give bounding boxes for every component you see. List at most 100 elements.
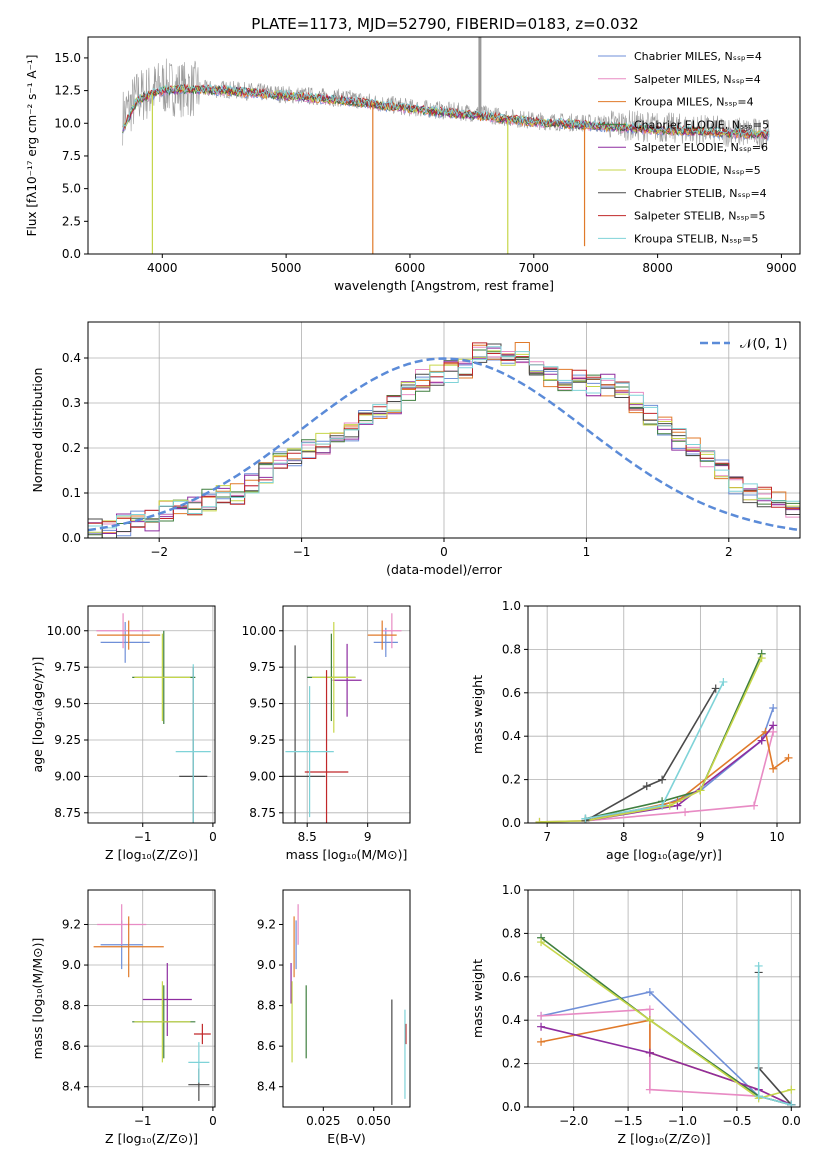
weight-line-5 — [540, 941, 792, 1100]
weight-marker — [787, 1100, 796, 1107]
panel-mass_vs_ebv: 0.025 0.050 8.4 8.6 8.8 9.0 9.2 E(B-V) — [257, 889, 411, 1146]
y-tick-label: 0.2 — [62, 441, 81, 455]
legend-entry: Chabrier STELIB, Nₛₛₚ=4 — [634, 187, 767, 200]
weight-line-8 — [757, 966, 792, 1106]
y-tick-label: 15.0 — [54, 51, 81, 65]
x-tick-label: 9 — [697, 830, 705, 844]
plot-area-age_vs_mass — [283, 613, 402, 823]
x-tick-label: 10 — [769, 830, 784, 844]
weight-line-6 — [757, 972, 792, 1106]
y-tick-label: 9.0 — [257, 958, 276, 972]
weight-line-2 — [585, 730, 789, 822]
plot-area-weight_vs_age — [535, 649, 793, 823]
weight-marker — [642, 782, 651, 791]
weight-line-4 — [540, 1025, 792, 1106]
y-tick-label: 8.6 — [257, 1039, 276, 1053]
y-tick-label: 0.0 — [502, 816, 521, 830]
y-tick-label: 0.0 — [502, 1100, 521, 1114]
axes-frame — [282, 605, 411, 824]
axes-frame — [87, 889, 216, 1108]
weight-line-3 — [585, 653, 763, 820]
x-tick-label: 9 — [364, 830, 372, 844]
x-tick-label: −1 — [134, 830, 152, 844]
plot-area-mass_vs_Z — [93, 904, 211, 1101]
weight-marker — [645, 1085, 654, 1094]
x-axis-label: (data-model)/error — [386, 562, 503, 577]
weight-marker — [645, 987, 654, 996]
x-tick-label: 4000 — [147, 261, 178, 275]
legend-entry: Chabrier ELODIE, Nₛₛₚ=5 — [634, 118, 769, 131]
y-tick-label: 10.00 — [47, 624, 81, 638]
y-tick-label: 9.25 — [249, 733, 276, 747]
y-tick-label: 2.5 — [62, 214, 81, 228]
figure-title: PLATE=1173, MJD=52790, FIBERID=0183, z=0… — [251, 15, 638, 33]
y-tick-label: 9.2 — [257, 917, 276, 931]
y-tick-label: 9.25 — [54, 733, 81, 747]
x-tick-label: 6000 — [395, 261, 426, 275]
weight-marker — [665, 801, 674, 810]
y-tick-label: 1.0 — [502, 599, 521, 613]
weight-marker — [537, 1011, 546, 1020]
panel-spectrum: 4000 5000 6000 7000 8000 9000 0.0 2.5 5.0 7.5 10.0… — [25, 36, 801, 293]
gaussian-curve — [88, 357, 800, 532]
panel-weight_vs_age: 7 8 9 10 0.0 0.2 0.4 0.6 0.8 1.0 age [log₁₀(age/yr… — [470, 599, 801, 862]
y-tick-label: 0.6 — [502, 686, 521, 700]
y-tick-label: 0.8 — [502, 926, 521, 940]
y-tick-label: 8.4 — [62, 1080, 81, 1094]
y-axis-label: mass weight — [470, 675, 485, 754]
weight-marker — [658, 775, 667, 784]
axes-frame — [87, 605, 216, 824]
weight-marker — [750, 801, 759, 810]
x-tick-label: −1 — [293, 545, 311, 559]
axes-frame — [527, 605, 801, 824]
legend-entry: Kroupa ELODIE, Nₛₛₚ=5 — [634, 164, 761, 177]
x-tick-label: 0.050 — [357, 1114, 391, 1128]
weight-line-0 — [585, 707, 774, 820]
y-tick-label: 0.3 — [62, 396, 81, 410]
x-axis-label: Z [log₁₀(Z/Z⊙)] — [618, 1131, 711, 1146]
x-tick-label: 0 — [209, 830, 217, 844]
legend-entry-gaussian: 𝒩(0, 1) — [740, 337, 787, 352]
weight-marker — [681, 808, 690, 817]
y-tick-label: 0.6 — [502, 970, 521, 984]
weight-marker — [754, 961, 763, 970]
y-tick-label: 9.0 — [62, 958, 81, 972]
legend-entry: Salpeter MILES, Nₛₛₚ=4 — [634, 73, 761, 86]
weight-line-6 — [585, 688, 717, 822]
x-tick-label: 1 — [583, 545, 591, 559]
y-tick-label: 8.8 — [257, 999, 276, 1013]
y-tick-label: 10.0 — [54, 116, 81, 130]
y-tick-label: 0.4 — [502, 1013, 521, 1027]
weight-marker — [719, 677, 728, 686]
axes-frame — [87, 36, 801, 255]
x-tick-label: −1.0 — [668, 1114, 697, 1128]
x-tick-label: 0 — [209, 1114, 217, 1128]
x-tick-label: 0.025 — [306, 1114, 340, 1128]
y-tick-label: 0.8 — [502, 642, 521, 656]
plot-area-weight_vs_Z — [537, 933, 796, 1107]
y-tick-label: 9.75 — [249, 660, 276, 674]
plot-area-age_vs_Z — [96, 613, 211, 823]
weight-marker — [784, 753, 793, 762]
x-tick-label: −1.5 — [614, 1114, 643, 1128]
weight-marker — [645, 1005, 654, 1014]
weight-marker — [581, 814, 590, 823]
axes-frame — [527, 889, 801, 1108]
x-tick-label: −2.0 — [559, 1114, 588, 1128]
x-tick-label: 7000 — [519, 261, 550, 275]
weight-marker — [537, 1037, 546, 1046]
panel-age_vs_mass: 8.5 9 8.75 9.00 9.25 9.50 9.75 10.00 mass [log₁₀… — [242, 605, 411, 862]
x-tick-label: 8 — [620, 830, 628, 844]
x-tick-label: 8000 — [642, 261, 673, 275]
weight-marker — [769, 721, 778, 730]
y-tick-label: 8.8 — [62, 999, 81, 1013]
weight-marker — [658, 801, 667, 810]
histogram-step-7 — [88, 342, 800, 528]
y-tick-label: 9.75 — [54, 660, 81, 674]
x-tick-label: −1 — [134, 1114, 152, 1128]
x-axis-label: Z [log₁₀(Z/Z⊙)] — [105, 847, 198, 862]
x-tick-label: 9000 — [766, 261, 797, 275]
y-tick-label: 0.4 — [502, 729, 521, 743]
legend-entry: Chabrier MILES, Nₛₛₚ=4 — [634, 50, 762, 63]
x-tick-label: 0.0 — [782, 1114, 801, 1128]
